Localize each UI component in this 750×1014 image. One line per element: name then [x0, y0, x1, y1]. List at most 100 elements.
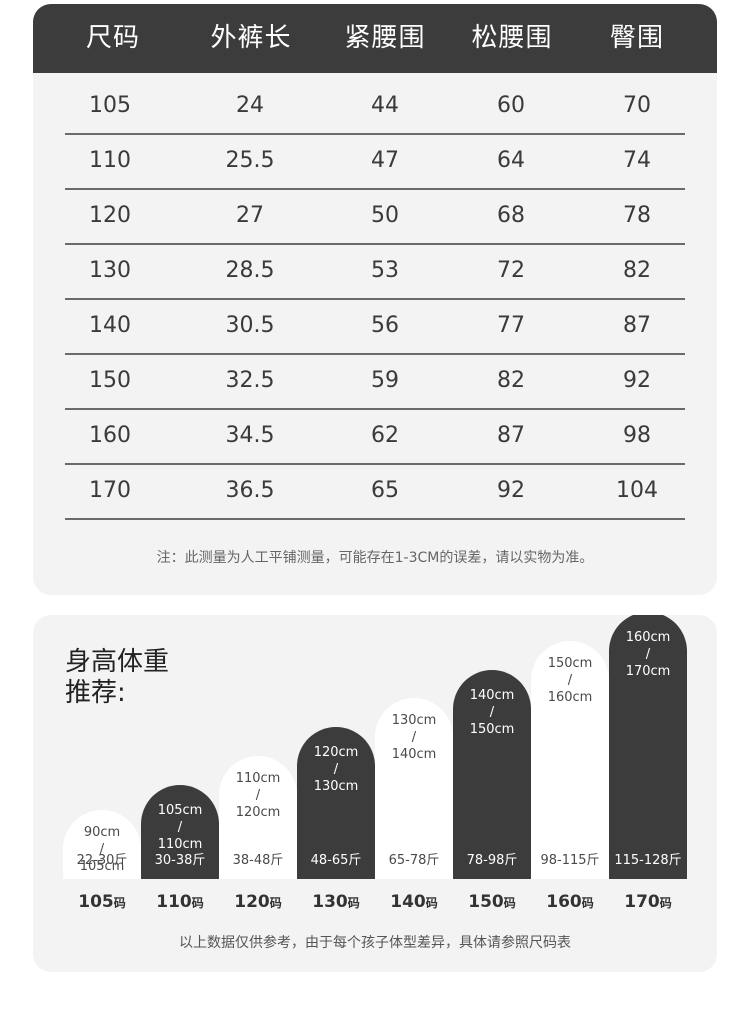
bar-size-label: 105码 [63, 892, 141, 912]
row-divider [65, 133, 685, 135]
cell-tight-waist: 62 [371, 423, 399, 448]
bar-weight-range: 48-65斤 [310, 853, 362, 868]
cell-loose-waist: 60 [497, 93, 525, 118]
bar-height-range: 140cm / 150cm [453, 687, 531, 738]
bar-height-sep: / [333, 762, 339, 777]
cell-outer-length: 28.5 [225, 258, 275, 283]
cell-size: 170 [89, 478, 131, 503]
bar-size-label: 130码 [297, 892, 375, 912]
bar-weight-range: 22-30斤 [76, 853, 128, 868]
bar-height-range: 160cm / 170cm [609, 629, 687, 680]
bar-height-sep: / [255, 788, 261, 803]
cell-tight-waist: 59 [371, 368, 399, 393]
row-divider [65, 353, 685, 355]
bar-height-range: 150cm / 160cm [531, 655, 609, 706]
cell-loose-waist: 87 [497, 423, 525, 448]
bar-height-from: 140cm [469, 688, 515, 703]
bar-size-suffix: 码 [269, 896, 282, 910]
height-weight-card: 身高体重 推荐: 90cm/105cm 22-30斤 105码 105cm / 110cm… [33, 615, 717, 972]
bar-height-from: 150cm [547, 656, 593, 671]
bar-height-to: 130cm [313, 779, 359, 794]
bar-height-to: 140cm [391, 747, 437, 762]
bar-size-suffix: 码 [581, 896, 594, 910]
bar-height-to: 110cm [157, 837, 203, 852]
cell-loose-waist: 92 [497, 478, 525, 503]
cell-hip: 104 [616, 478, 658, 503]
cell-outer-length: 24 [236, 93, 264, 118]
cell-outer-length: 32.5 [225, 368, 275, 393]
header-loose-waist: 松腰围 [471, 23, 553, 53]
bar-height-range: 110cm / 120cm [219, 770, 297, 821]
table-row: 110 25.5 47 64 74 [33, 135, 717, 190]
cell-tight-waist: 47 [371, 148, 399, 173]
bar-height-range: 130cm / 140cm [375, 712, 453, 763]
bar-size-suffix: 码 [347, 896, 360, 910]
header-tight-waist: 紧腰围 [344, 23, 426, 53]
table-row: 170 36.5 65 92 104 [33, 465, 717, 520]
bar-height-sep: / [411, 730, 417, 745]
cell-outer-length: 27 [236, 203, 264, 228]
cell-size: 120 [89, 203, 131, 228]
bar-height-from: 120cm [313, 745, 359, 760]
cell-outer-length: 34.5 [225, 423, 275, 448]
size-table-header: 尺码 外裤长 紧腰围 松腰围 臀围 [33, 4, 717, 73]
bar-height-sep: / [489, 705, 495, 720]
size-bar-105: 90cm / 105cm 22-30斤 [63, 810, 141, 879]
bar-size-label: 170码 [609, 892, 687, 912]
size-bar-160: 150cm / 160cm 98-115斤 [531, 641, 609, 879]
cell-loose-waist: 68 [497, 203, 525, 228]
recommendation-title: 身高体重 推荐: [65, 647, 169, 709]
cell-hip: 74 [623, 148, 651, 173]
cell-tight-waist: 53 [371, 258, 399, 283]
cell-hip: 87 [623, 313, 651, 338]
header-hip: 臀围 [609, 23, 665, 53]
bar-size-suffix: 码 [425, 896, 438, 910]
measurement-note: 注：此测量为人工平铺测量，可能存在1-3CM的误差，请以实物为准。 [156, 550, 594, 566]
cell-tight-waist: 65 [371, 478, 399, 503]
bar-size-suffix: 码 [113, 896, 126, 910]
table-row: 105 24 44 60 70 [33, 80, 717, 135]
bar-size-label: 120码 [219, 892, 297, 912]
bar-size-number: 110 [156, 892, 192, 912]
bar-size-suffix: 码 [503, 896, 516, 910]
bar-size-number: 170 [624, 892, 660, 912]
bar-size-number: 130 [312, 892, 348, 912]
bar-size-suffix: 码 [191, 896, 204, 910]
cell-tight-waist: 56 [371, 313, 399, 338]
bar-weight-range: 115-128斤 [614, 853, 682, 868]
cell-loose-waist: 82 [497, 368, 525, 393]
row-divider [65, 188, 685, 190]
size-bar-150: 140cm / 150cm 78-98斤 [453, 670, 531, 879]
table-row: 150 32.5 59 82 92 [33, 355, 717, 410]
cell-size: 160 [89, 423, 131, 448]
bar-height-sep: / [645, 647, 651, 662]
cell-size: 140 [89, 313, 131, 338]
cell-hip: 82 [623, 258, 651, 283]
bar-size-number: 140 [390, 892, 426, 912]
bar-height-from: 110cm [235, 771, 281, 786]
bar-height-to: 105cm [79, 859, 125, 874]
bar-weight-range: 98-115斤 [540, 853, 600, 868]
cell-size: 110 [89, 148, 131, 173]
cell-size: 105 [89, 93, 131, 118]
bar-size-label: 160码 [531, 892, 609, 912]
bar-height-range: 90cm / 105cm [63, 824, 141, 875]
cell-size: 150 [89, 368, 131, 393]
cell-loose-waist: 77 [497, 313, 525, 338]
bar-height-to: 150cm [469, 722, 515, 737]
table-row: 120 27 50 68 78 [33, 190, 717, 245]
bar-size-label: 140码 [375, 892, 453, 912]
bar-size-number: 160 [546, 892, 582, 912]
bar-weight-range: 78-98斤 [466, 853, 518, 868]
bar-height-range: 120cm / 130cm [297, 744, 375, 795]
size-bar-130: 120cm / 130cm 48-65斤 [297, 727, 375, 879]
bar-size-label: 150码 [453, 892, 531, 912]
row-divider [65, 463, 685, 465]
bar-height-to: 160cm [547, 690, 593, 705]
cell-loose-waist: 72 [497, 258, 525, 283]
bar-height-from: 130cm [391, 713, 437, 728]
cell-hip: 92 [623, 368, 651, 393]
row-divider [65, 408, 685, 410]
cell-size: 130 [89, 258, 131, 283]
size-chart-card: 尺码 外裤长 紧腰围 松腰围 臀围 105 24 44 60 70 110 25.5 47 64… [33, 4, 717, 595]
